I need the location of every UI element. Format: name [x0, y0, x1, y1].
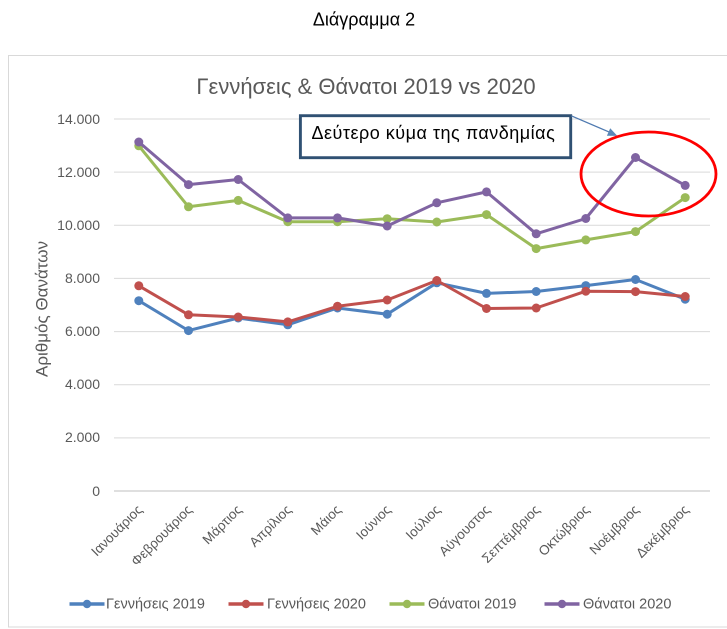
svg-text:Θάνατοι 2020: Θάνατοι 2020 [583, 597, 671, 613]
svg-text:Γεννήσεις 2020: Γεννήσεις 2020 [267, 597, 366, 613]
svg-text:12.000: 12.000 [57, 164, 100, 180]
svg-text:4.000: 4.000 [65, 376, 100, 392]
svg-text:Αριθμός Θανάτων: Αριθμός Θανάτων [33, 241, 52, 377]
svg-text:14.000: 14.000 [57, 111, 100, 127]
svg-text:Γεννήσεις & Θάνατοι 2019 vs 20: Γεννήσεις & Θάνατοι 2019 vs 2020 [196, 74, 535, 99]
svg-text:10.000: 10.000 [57, 217, 100, 233]
svg-text:6.000: 6.000 [65, 323, 100, 339]
svg-text:0: 0 [92, 483, 100, 499]
svg-text:Γεννήσεις 2019: Γεννήσεις 2019 [106, 597, 205, 613]
svg-text:Δεύτερο κύμα της πανδημίας: Δεύτερο κύμα της πανδημίας [312, 123, 556, 143]
svg-text:2.000: 2.000 [65, 429, 100, 445]
svg-text:8.000: 8.000 [65, 270, 100, 286]
svg-text:Θάνατοι 2019: Θάνατοι 2019 [428, 597, 516, 613]
svg-text:Διάγραμμα 2: Διάγραμμα 2 [313, 10, 415, 30]
